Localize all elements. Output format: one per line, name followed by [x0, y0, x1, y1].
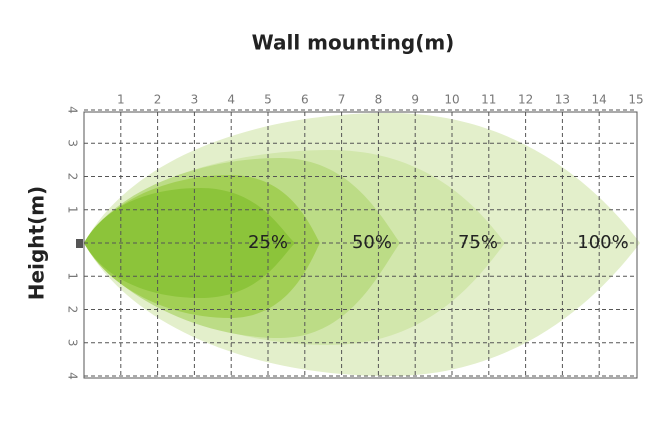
y-tick-label: 2 [66, 173, 80, 181]
y-axis-label: Height(m) [25, 186, 49, 300]
zone-label: 25% [248, 232, 288, 253]
x-tick-label: 8 [375, 93, 383, 107]
x-tick-label: 3 [191, 93, 199, 107]
zone-label: 100% [577, 232, 628, 253]
zone-label: 75% [458, 232, 498, 253]
x-tick-label: 5 [264, 93, 272, 107]
x-tick-label: 13 [555, 93, 570, 107]
x-tick-label: 4 [227, 93, 235, 107]
y-tick-label: 4 [66, 372, 80, 380]
y-tick-label: 1 [66, 206, 80, 214]
x-tick-label: 11 [481, 93, 496, 107]
x-tick-label: 2 [154, 93, 162, 107]
x-tick-label: 15 [628, 93, 643, 107]
x-tick-label: 12 [518, 93, 533, 107]
grid [84, 109, 637, 378]
x-tick-label: 10 [444, 93, 459, 107]
lamp-marker [76, 239, 83, 248]
x-tick-label: 1 [117, 93, 125, 107]
x-tick-label: 14 [592, 93, 607, 107]
beam-zones [84, 113, 640, 376]
y-tick-label: 3 [66, 339, 80, 347]
zone-label: 50% [352, 232, 392, 253]
y-tick-label: 1 [66, 272, 80, 280]
y-tick-label: 3 [66, 139, 80, 147]
plot-border [83, 111, 638, 379]
x-tick-label: 6 [301, 93, 309, 107]
x-tick-label: 9 [411, 93, 419, 107]
title: Wall mounting(m) [252, 31, 455, 55]
y-tick-label: 2 [66, 306, 80, 314]
y-tick-label: 4 [66, 106, 80, 114]
x-tick-label: 7 [338, 93, 346, 107]
